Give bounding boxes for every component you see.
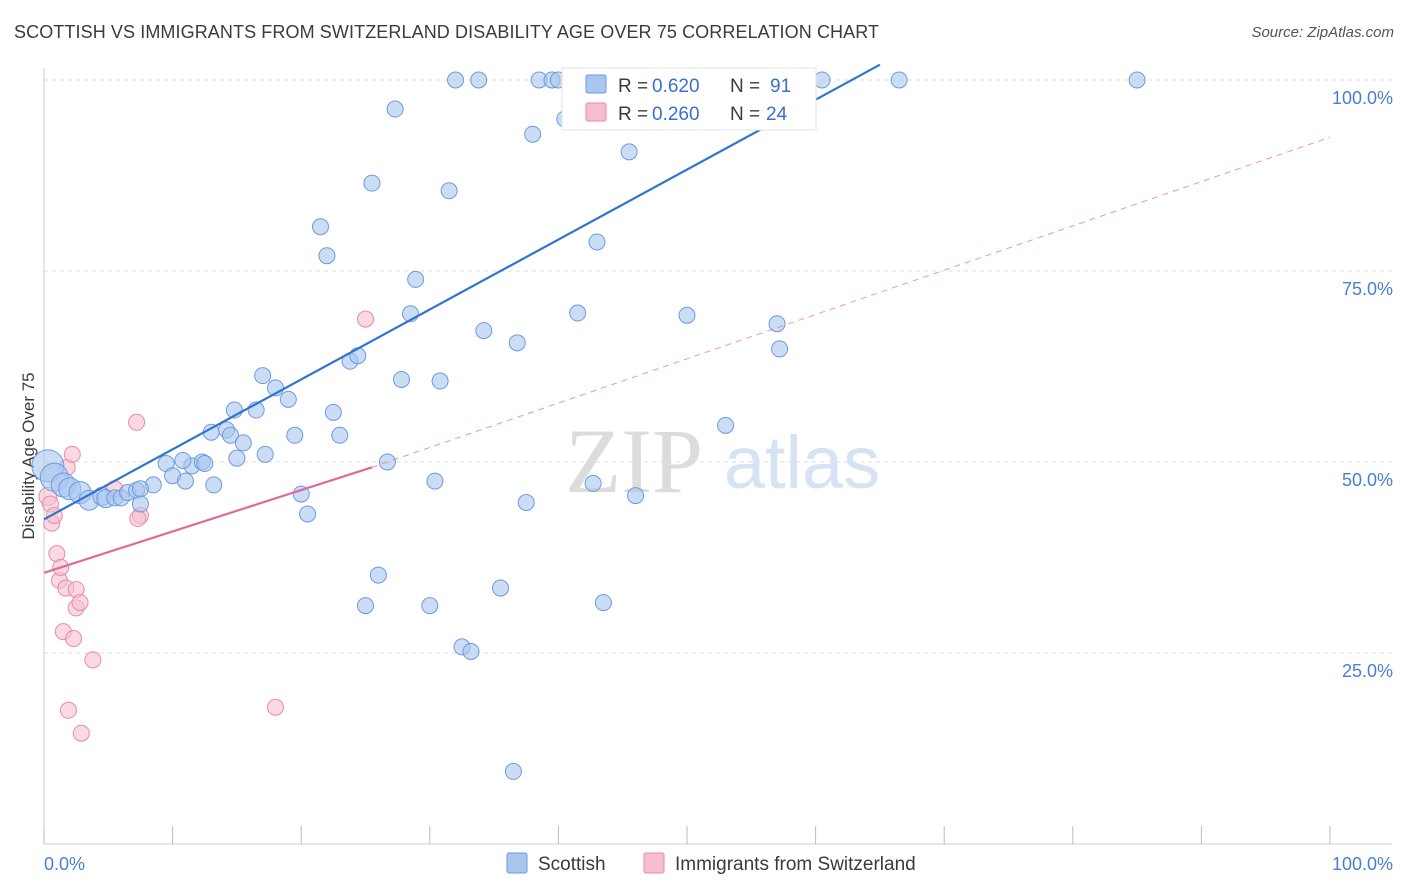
scottish-point [524, 125, 542, 143]
scottish-point [768, 315, 786, 333]
swiss-trendline-extension [371, 136, 1331, 468]
stats-legend-swatch-scottish [585, 74, 607, 94]
watermark-atlas: atlas [724, 421, 880, 504]
scottish-point [504, 762, 522, 780]
swiss-point [59, 701, 77, 719]
stats-legend-swatch-swiss [585, 102, 607, 122]
scottish-point [349, 347, 367, 365]
scottish-point [407, 270, 425, 288]
scottish-point [386, 100, 404, 118]
axes [43, 68, 1392, 845]
swiss-point [72, 724, 90, 742]
scottish-point [176, 472, 194, 490]
y-axis-title: Disability Age Over 75 [19, 372, 38, 539]
scottish-point [584, 474, 602, 492]
swiss-point [266, 698, 284, 716]
swiss-point [63, 445, 81, 463]
trendlines [43, 63, 1331, 574]
scottish-point [357, 597, 374, 615]
y-tick-label: 75.0% [1342, 279, 1393, 299]
scottish-point [890, 71, 908, 89]
scottish-point [588, 233, 606, 251]
stats-legend-n-value-2: 24 [766, 104, 788, 125]
scottish-point [421, 597, 439, 615]
stats-legend-r-value-1: 0.620 [652, 76, 700, 97]
swiss-point [128, 413, 146, 431]
stats-legend: R = 0.620 N = 91 R = 0.260 N = 24 [561, 67, 817, 131]
chart-title: SCOTTISH VS IMMIGRANTS FROM SWITZERLAND … [14, 22, 880, 42]
scottish-point [447, 71, 465, 89]
chart-source: Source: ZipAtlas.com [1251, 24, 1394, 41]
scottish-point [475, 322, 493, 340]
bottom-legend: Scottish Immigrants from Switzerland [506, 852, 916, 875]
scottish-point [299, 505, 317, 523]
scottish-point [331, 426, 349, 444]
gridlines [44, 79, 1392, 654]
swiss-point [84, 651, 102, 669]
stats-legend-r-label-1: R = [618, 76, 648, 97]
scottish-point [318, 247, 336, 265]
y-tick-label: 25.0% [1342, 661, 1393, 681]
legend-swatch-scottish [506, 852, 528, 874]
scottish-point [221, 426, 239, 444]
scottish-point [174, 451, 192, 469]
legend-label-scottish: Scottish [538, 854, 606, 875]
swiss-point [71, 594, 89, 612]
scottish-point [256, 445, 274, 463]
scottish-point [369, 566, 387, 584]
swiss-point [65, 629, 83, 647]
stats-legend-r-label-2: R = [618, 104, 648, 125]
scottish-point [678, 306, 696, 324]
scottish-point [205, 476, 223, 494]
swiss-points [38, 310, 374, 742]
stats-legend-r-value-2: 0.260 [652, 104, 700, 125]
scottish-point [620, 143, 638, 161]
x-axis-labels: 0.0% 100.0% [44, 854, 1393, 874]
scottish-point [234, 434, 252, 452]
scottish-point [1128, 71, 1146, 89]
scottish-point [279, 390, 297, 408]
stats-legend-n-value-1: 91 [770, 76, 791, 97]
legend-swatch-swiss [643, 852, 665, 874]
y-tick-label: 50.0% [1342, 470, 1393, 490]
scottish-point [131, 480, 149, 498]
scottish-point [324, 403, 342, 421]
watermark: ZIP atlas [565, 410, 880, 512]
scottish-point [517, 493, 535, 511]
scottish-point [717, 416, 735, 434]
scottish-point [508, 334, 526, 352]
x-tick-label-max: 100.0% [1332, 854, 1393, 874]
y-tick-label: 100.0% [1332, 88, 1393, 108]
scottish-point [363, 174, 381, 192]
scottish-point [594, 594, 612, 612]
scottish-point [470, 71, 488, 89]
scottish-point [492, 579, 510, 597]
scottish-point [569, 304, 587, 322]
scottish-point [286, 426, 304, 444]
scottish-point [462, 642, 480, 660]
scottish-point [771, 340, 789, 358]
swiss-point [357, 310, 374, 328]
y-axis-labels: 25.0% 50.0% 75.0% 100.0% [1332, 88, 1393, 681]
swiss-trendline [43, 466, 373, 574]
scottish-point [431, 372, 449, 390]
x-tick-label-min: 0.0% [44, 854, 85, 874]
scottish-point [196, 455, 214, 473]
scottish-point [440, 182, 458, 200]
scottish-point [426, 472, 444, 490]
scottish-point [228, 449, 246, 467]
stats-legend-n-label-2: N = [730, 104, 760, 125]
scottish-trendline [43, 63, 881, 521]
scottish-point [311, 218, 329, 236]
swiss-point [129, 510, 147, 528]
scottish-point [627, 487, 645, 505]
scottish-point [254, 367, 272, 385]
scottish-point [131, 495, 149, 513]
scottish-point [393, 370, 411, 388]
scottish-point [292, 485, 310, 503]
legend-label-swiss: Immigrants from Switzerland [675, 854, 916, 875]
stats-legend-n-label-1: N = [730, 76, 760, 97]
